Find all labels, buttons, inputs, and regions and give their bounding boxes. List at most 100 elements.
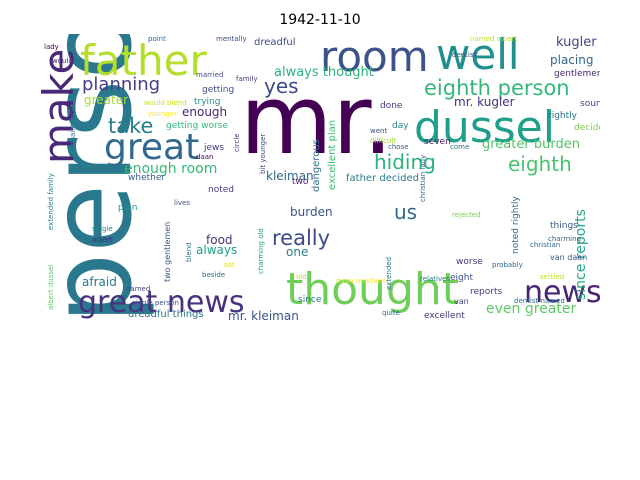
cloud-word: christian <box>530 241 561 249</box>
cloud-word: father <box>80 36 207 85</box>
cloud-word: food <box>206 233 233 247</box>
cloud-word: done <box>380 101 403 111</box>
cloud-word: father decided <box>346 173 419 184</box>
cloud-word: kleiman <box>266 169 314 183</box>
cloud-word: named <box>126 285 151 293</box>
cloud-word: decided <box>574 123 600 133</box>
cloud-word: single person <box>132 299 179 307</box>
cloud-word: kugler <box>556 35 597 50</box>
cloud-word: van <box>454 297 469 306</box>
cloud-word: circle <box>233 133 241 152</box>
cloud-word: come <box>450 143 470 151</box>
cloud-word: extended <box>385 256 393 290</box>
cloud-word: quite <box>382 309 400 317</box>
cloud-word: news <box>524 275 600 310</box>
cloud-word: whether <box>128 173 166 183</box>
cloud-word: went <box>370 127 388 135</box>
cloud-word: hiding <box>374 150 436 174</box>
cloud-word: excellent <box>424 311 465 321</box>
cloud-word: albert dussel <box>47 264 55 310</box>
cloud-word: take <box>108 114 154 138</box>
cloud-word: point <box>148 35 166 43</box>
cloud-word: plan <box>118 203 138 213</box>
cloud-word: greater burden <box>482 137 580 152</box>
cloud-word: family <box>236 75 258 83</box>
cloud-word: daan <box>196 153 214 161</box>
cloud-word: greater <box>84 93 129 107</box>
cloud-word: christian lady <box>419 154 427 202</box>
word-cloud: person mr. room father well make dussel … <box>40 34 600 324</box>
cloud-word: dreadful things <box>128 309 204 320</box>
cloud-word: things <box>550 221 578 231</box>
cloud-word: younger <box>148 110 177 118</box>
cloud-word: beside <box>202 271 226 279</box>
cloud-word: difficult <box>370 137 397 145</box>
cloud-word: enough <box>182 105 228 119</box>
cloud-word: reports <box>470 287 503 297</box>
cloud-word: burden <box>290 205 333 219</box>
cloud-word: single <box>92 225 113 233</box>
cloud-word: two <box>292 177 309 187</box>
cloud-word: married <box>196 71 224 79</box>
cloud-word: two gentlemen <box>163 221 172 282</box>
cloud-word: settled <box>540 273 565 281</box>
cloud-word: rightly <box>548 111 577 121</box>
cloud-word: old <box>296 273 307 281</box>
cloud-word: trying <box>194 97 221 107</box>
cloud-word: great <box>104 127 200 168</box>
cloud-word: even greater <box>486 301 577 317</box>
cloud-word: charming <box>548 235 581 243</box>
cloud-word: noted <box>208 185 234 195</box>
cloud-word: would <box>52 57 73 65</box>
cloud-word: well <box>436 34 520 79</box>
cloud-word: really <box>272 226 331 250</box>
cloud-word: excellent plan <box>327 119 338 190</box>
cloud-word: rejected <box>452 211 481 219</box>
cloud-word: probably <box>492 261 523 269</box>
cloud-word: chose <box>388 143 409 151</box>
cloud-word: charming old <box>257 228 265 274</box>
cloud-word: relatives <box>420 275 451 283</box>
cloud-word: sat <box>224 261 235 269</box>
cloud-word: dentist named <box>514 297 565 305</box>
cloud-word: gentlemen <box>554 69 600 79</box>
cloud-word: albert <box>92 236 113 244</box>
cloud-word: acquaintances <box>69 103 77 154</box>
cloud-word: mentally <box>216 35 247 43</box>
cloud-word: thought <box>286 264 460 315</box>
cloud-word: named albert <box>470 35 518 43</box>
cloud-word: mr. kleiman <box>228 309 299 323</box>
cloud-word: great news <box>78 285 245 320</box>
cloud-word: getting worse <box>166 121 228 131</box>
cloud-word: mr. kugler <box>454 95 515 109</box>
cloud-word: mr. <box>240 66 394 176</box>
cloud-word: planning <box>82 74 161 95</box>
cloud-word: getting <box>202 85 235 95</box>
cloud-word: worse <box>456 257 483 267</box>
cloud-word: bit younger <box>259 133 267 174</box>
cloud-word: one <box>286 245 309 259</box>
cloud-word: dentist <box>452 51 477 59</box>
cloud-word: since <box>298 295 322 305</box>
cloud-word: room <box>320 34 429 81</box>
cloud-word: placing <box>550 53 594 67</box>
cloud-word: noted rightly <box>511 196 521 254</box>
cloud-word: extended family <box>47 173 55 230</box>
cloud-word: yes <box>264 74 299 98</box>
cloud-word: dangerous <box>311 139 322 192</box>
cloud-word: us <box>394 200 418 224</box>
cloud-word: dussel <box>414 102 555 153</box>
cloud-word: dreadful <box>254 37 296 48</box>
cloud-word: jews <box>204 143 225 153</box>
cloud-word: lives <box>174 199 190 207</box>
cloud-word: day <box>392 121 409 131</box>
cloud-word: daan relatives <box>336 277 386 285</box>
cloud-word: eight <box>450 273 473 283</box>
cloud-word: always thought <box>274 65 374 80</box>
cloud-word: would blend <box>144 99 187 107</box>
cloud-word: lady <box>44 43 59 51</box>
cloud-word: enough room <box>124 161 218 177</box>
cloud-word: blend <box>185 242 193 262</box>
cloud-word: seven <box>424 137 451 147</box>
